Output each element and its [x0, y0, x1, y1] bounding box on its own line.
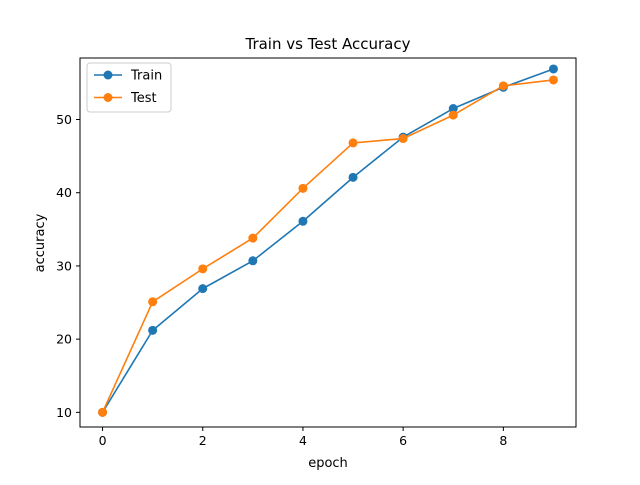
test-point [248, 233, 258, 243]
y-axis-label: accuracy [33, 213, 48, 272]
train-point [548, 64, 558, 74]
x-tick-label: 0 [99, 433, 107, 448]
plot-frame [79, 57, 577, 428]
test-point [298, 183, 308, 193]
test-point [398, 134, 408, 144]
train-line [101, 68, 554, 413]
legend: Train Test [86, 62, 172, 113]
y-tick-label: 50 [56, 112, 72, 127]
train-point [298, 216, 308, 226]
legend-test-label: Test [130, 91, 157, 106]
y-tick-label: 20 [56, 332, 72, 347]
y-tick-label: 30 [56, 258, 72, 273]
plot-area [80, 58, 576, 427]
legend-train-marker [103, 70, 113, 80]
x-tick-label: 8 [499, 433, 507, 448]
x-tick-label: 6 [399, 433, 407, 448]
y-tick-label: 40 [56, 185, 72, 200]
test-point [448, 110, 458, 120]
test-point [348, 138, 358, 148]
legend-train-label: Train [130, 69, 162, 84]
train-point [148, 325, 158, 335]
series-layer [98, 64, 558, 417]
legend-test-marker [103, 93, 113, 102]
train-point [198, 284, 208, 294]
chart-title: Train vs Test Accuracy [244, 35, 410, 53]
x-axis-label: epoch [308, 456, 348, 471]
y-tick-label: 10 [56, 405, 72, 420]
test-point [198, 264, 208, 274]
train-point [348, 172, 358, 182]
test-point [498, 81, 508, 91]
y-axis-ticks: 10 20 30 40 50 [56, 112, 80, 420]
x-tick-label: 4 [299, 433, 307, 448]
train-point [248, 256, 258, 266]
x-tick-label: 2 [199, 433, 207, 448]
test-line [101, 79, 554, 413]
test-point [98, 407, 108, 417]
x-axis-ticks: 0 2 4 6 8 [99, 427, 507, 448]
train-point [448, 104, 458, 114]
test-point [548, 75, 558, 85]
test-point [148, 297, 158, 307]
